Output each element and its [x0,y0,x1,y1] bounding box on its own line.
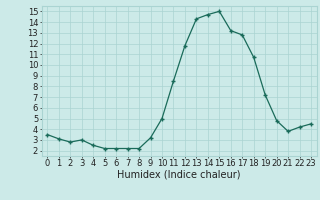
X-axis label: Humidex (Indice chaleur): Humidex (Indice chaleur) [117,170,241,180]
